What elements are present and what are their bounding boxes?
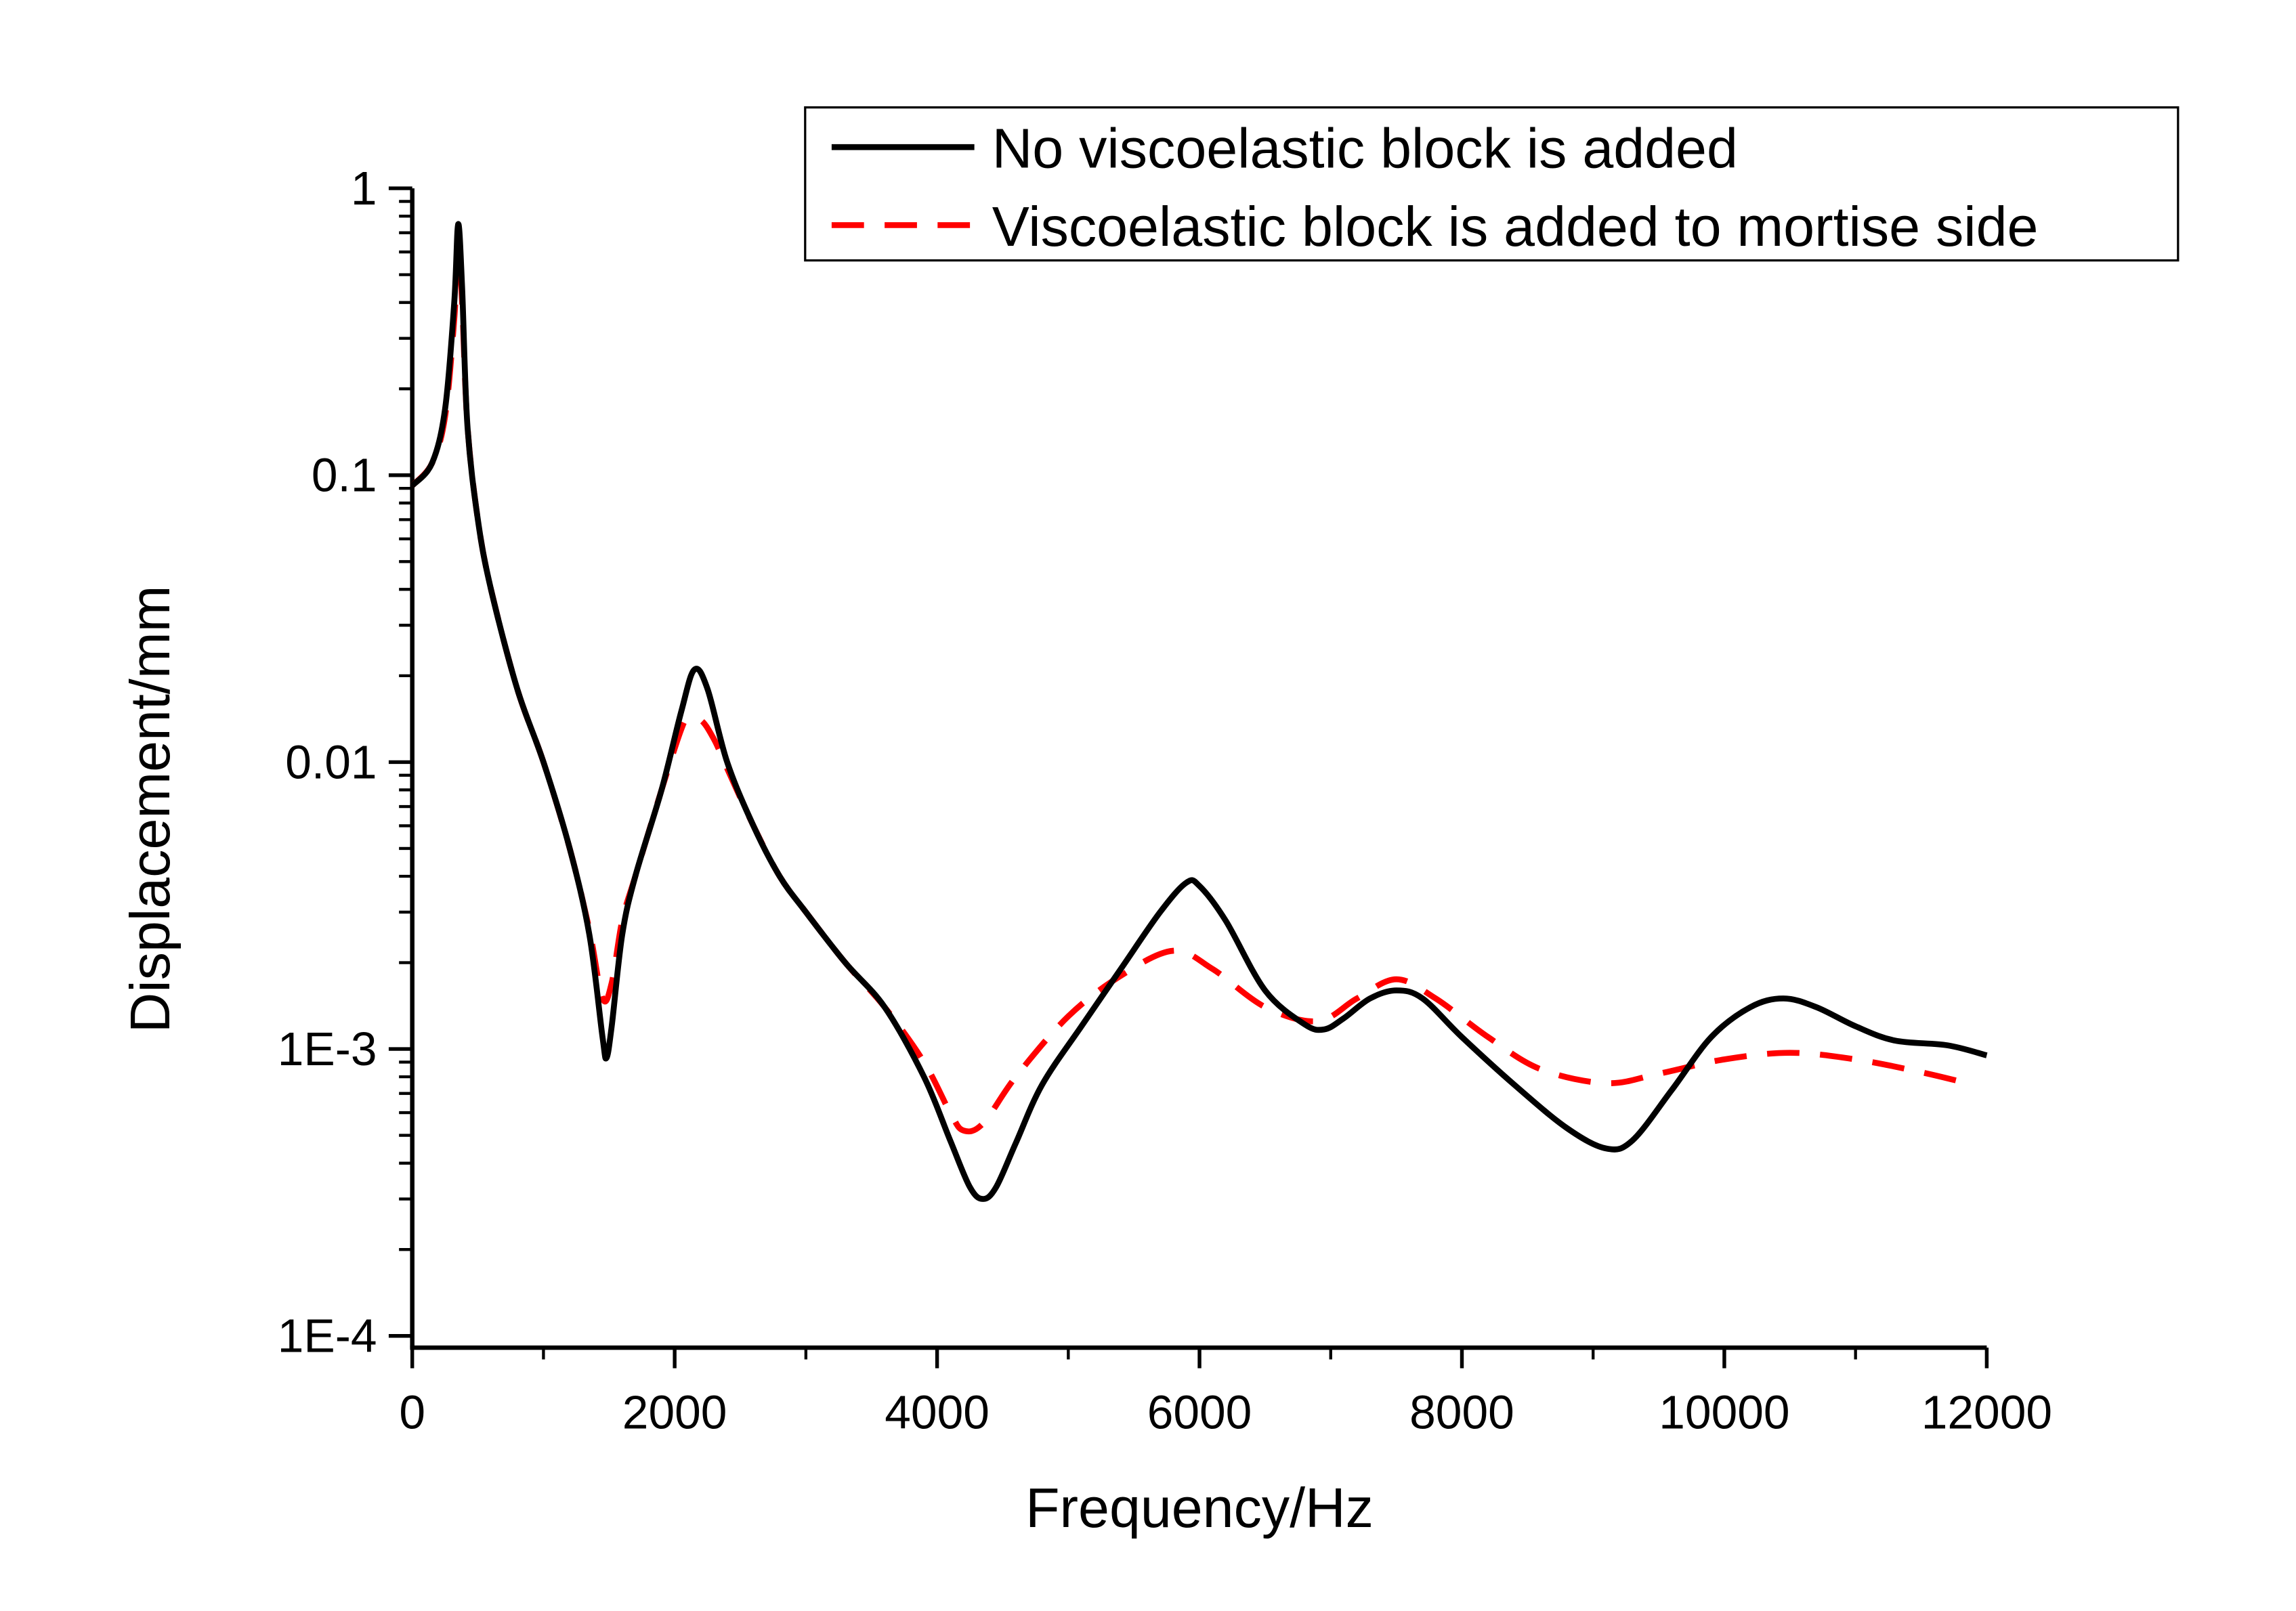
series-line-no-viscoelastic [410, 221, 1988, 1202]
series-line-viscoelastic-mortise [410, 249, 1975, 1135]
y-tick-label: 0.1 [312, 449, 377, 502]
x-tick-label: 12000 [1921, 1386, 2052, 1439]
y-tick-label: 0.01 [285, 735, 377, 788]
axes: 0 2000 4000 6000 8000 10000 12000 1 0.1 0.01 1E-3 1… [278, 162, 2052, 1439]
plot-area [410, 221, 1988, 1202]
x-tick-label: 2000 [622, 1386, 727, 1439]
x-tick-label: 0 [399, 1386, 425, 1439]
legend-label-series-1: No viscoelastic block is added [992, 118, 1738, 180]
legend: No viscoelastic block is added Viscoelas… [804, 106, 2180, 262]
y-tick-label: 1 [351, 162, 377, 215]
x-axis-label: Frequency/Hz [1025, 1477, 1374, 1539]
x-tick-label: 10000 [1659, 1386, 1789, 1439]
x-tick-label: 6000 [1147, 1386, 1252, 1439]
x-tick-label: 4000 [885, 1386, 990, 1439]
y-tick-label: 1E-3 [278, 1023, 377, 1075]
legend-box [804, 106, 2180, 262]
x-tick-label: 8000 [1409, 1386, 1514, 1439]
y-axis-label: Displacement/mm [119, 586, 182, 1033]
y-tick-label: 1E-4 [278, 1310, 377, 1362]
legend-label-series-2: Viscoelastic block is added to mortise s… [992, 196, 2039, 258]
